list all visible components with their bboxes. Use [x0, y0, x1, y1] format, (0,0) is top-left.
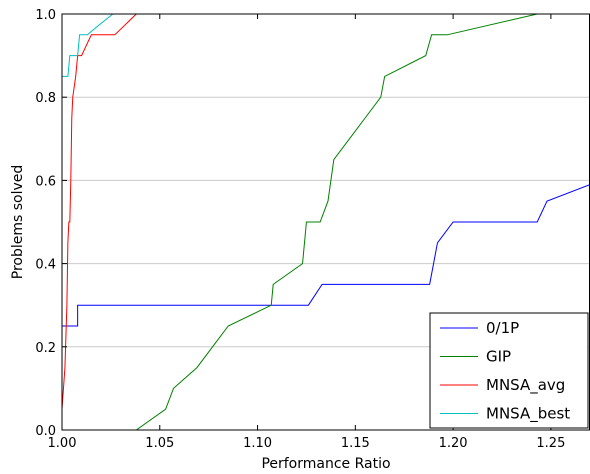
x-tick-label: 1.00 — [48, 436, 77, 451]
y-axis-ticks: 0.0 0.2 0.4 0.6 0.8 1.0 — [35, 8, 67, 439]
y-tick-label: 0.4 — [35, 258, 56, 273]
x-tick-label: 1.10 — [243, 436, 272, 451]
series-lines — [61, 13, 590, 431]
x-tick-label: 1.15 — [341, 436, 370, 451]
y-axis-label: Problems solved — [10, 165, 26, 280]
y-tick-label: 0.8 — [35, 91, 56, 106]
x-axis-ticks: 1.00 1.05 1.10 1.15 1.20 1.25 — [48, 14, 565, 451]
y-tick-label: 0.0 — [35, 424, 56, 439]
series-line-gip — [62, 13, 538, 431]
x-tick-label: 1.20 — [439, 436, 468, 451]
legend-entry: MNSA_best — [486, 405, 570, 424]
series-line-mnsa-avg — [61, 13, 137, 410]
y-tick-label: 1.0 — [35, 8, 56, 23]
x-tick-label: 1.25 — [536, 436, 565, 451]
legend-entry: 0/1P — [486, 319, 519, 337]
y-tick-label: 0.2 — [35, 341, 56, 356]
x-axis-label: Performance Ratio — [261, 456, 390, 472]
y-tick-label: 0.6 — [35, 174, 56, 189]
legend-entry: GIP — [486, 348, 511, 366]
legend: 0/1P GIP MNSA_avg MNSA_best — [429, 312, 589, 429]
series-line-mnsa-best — [62, 13, 114, 77]
x-tick-label: 1.05 — [145, 436, 174, 451]
series-line-0-1p — [62, 184, 590, 327]
legend-entry: MNSA_avg — [486, 376, 565, 395]
legend-box — [429, 312, 589, 429]
